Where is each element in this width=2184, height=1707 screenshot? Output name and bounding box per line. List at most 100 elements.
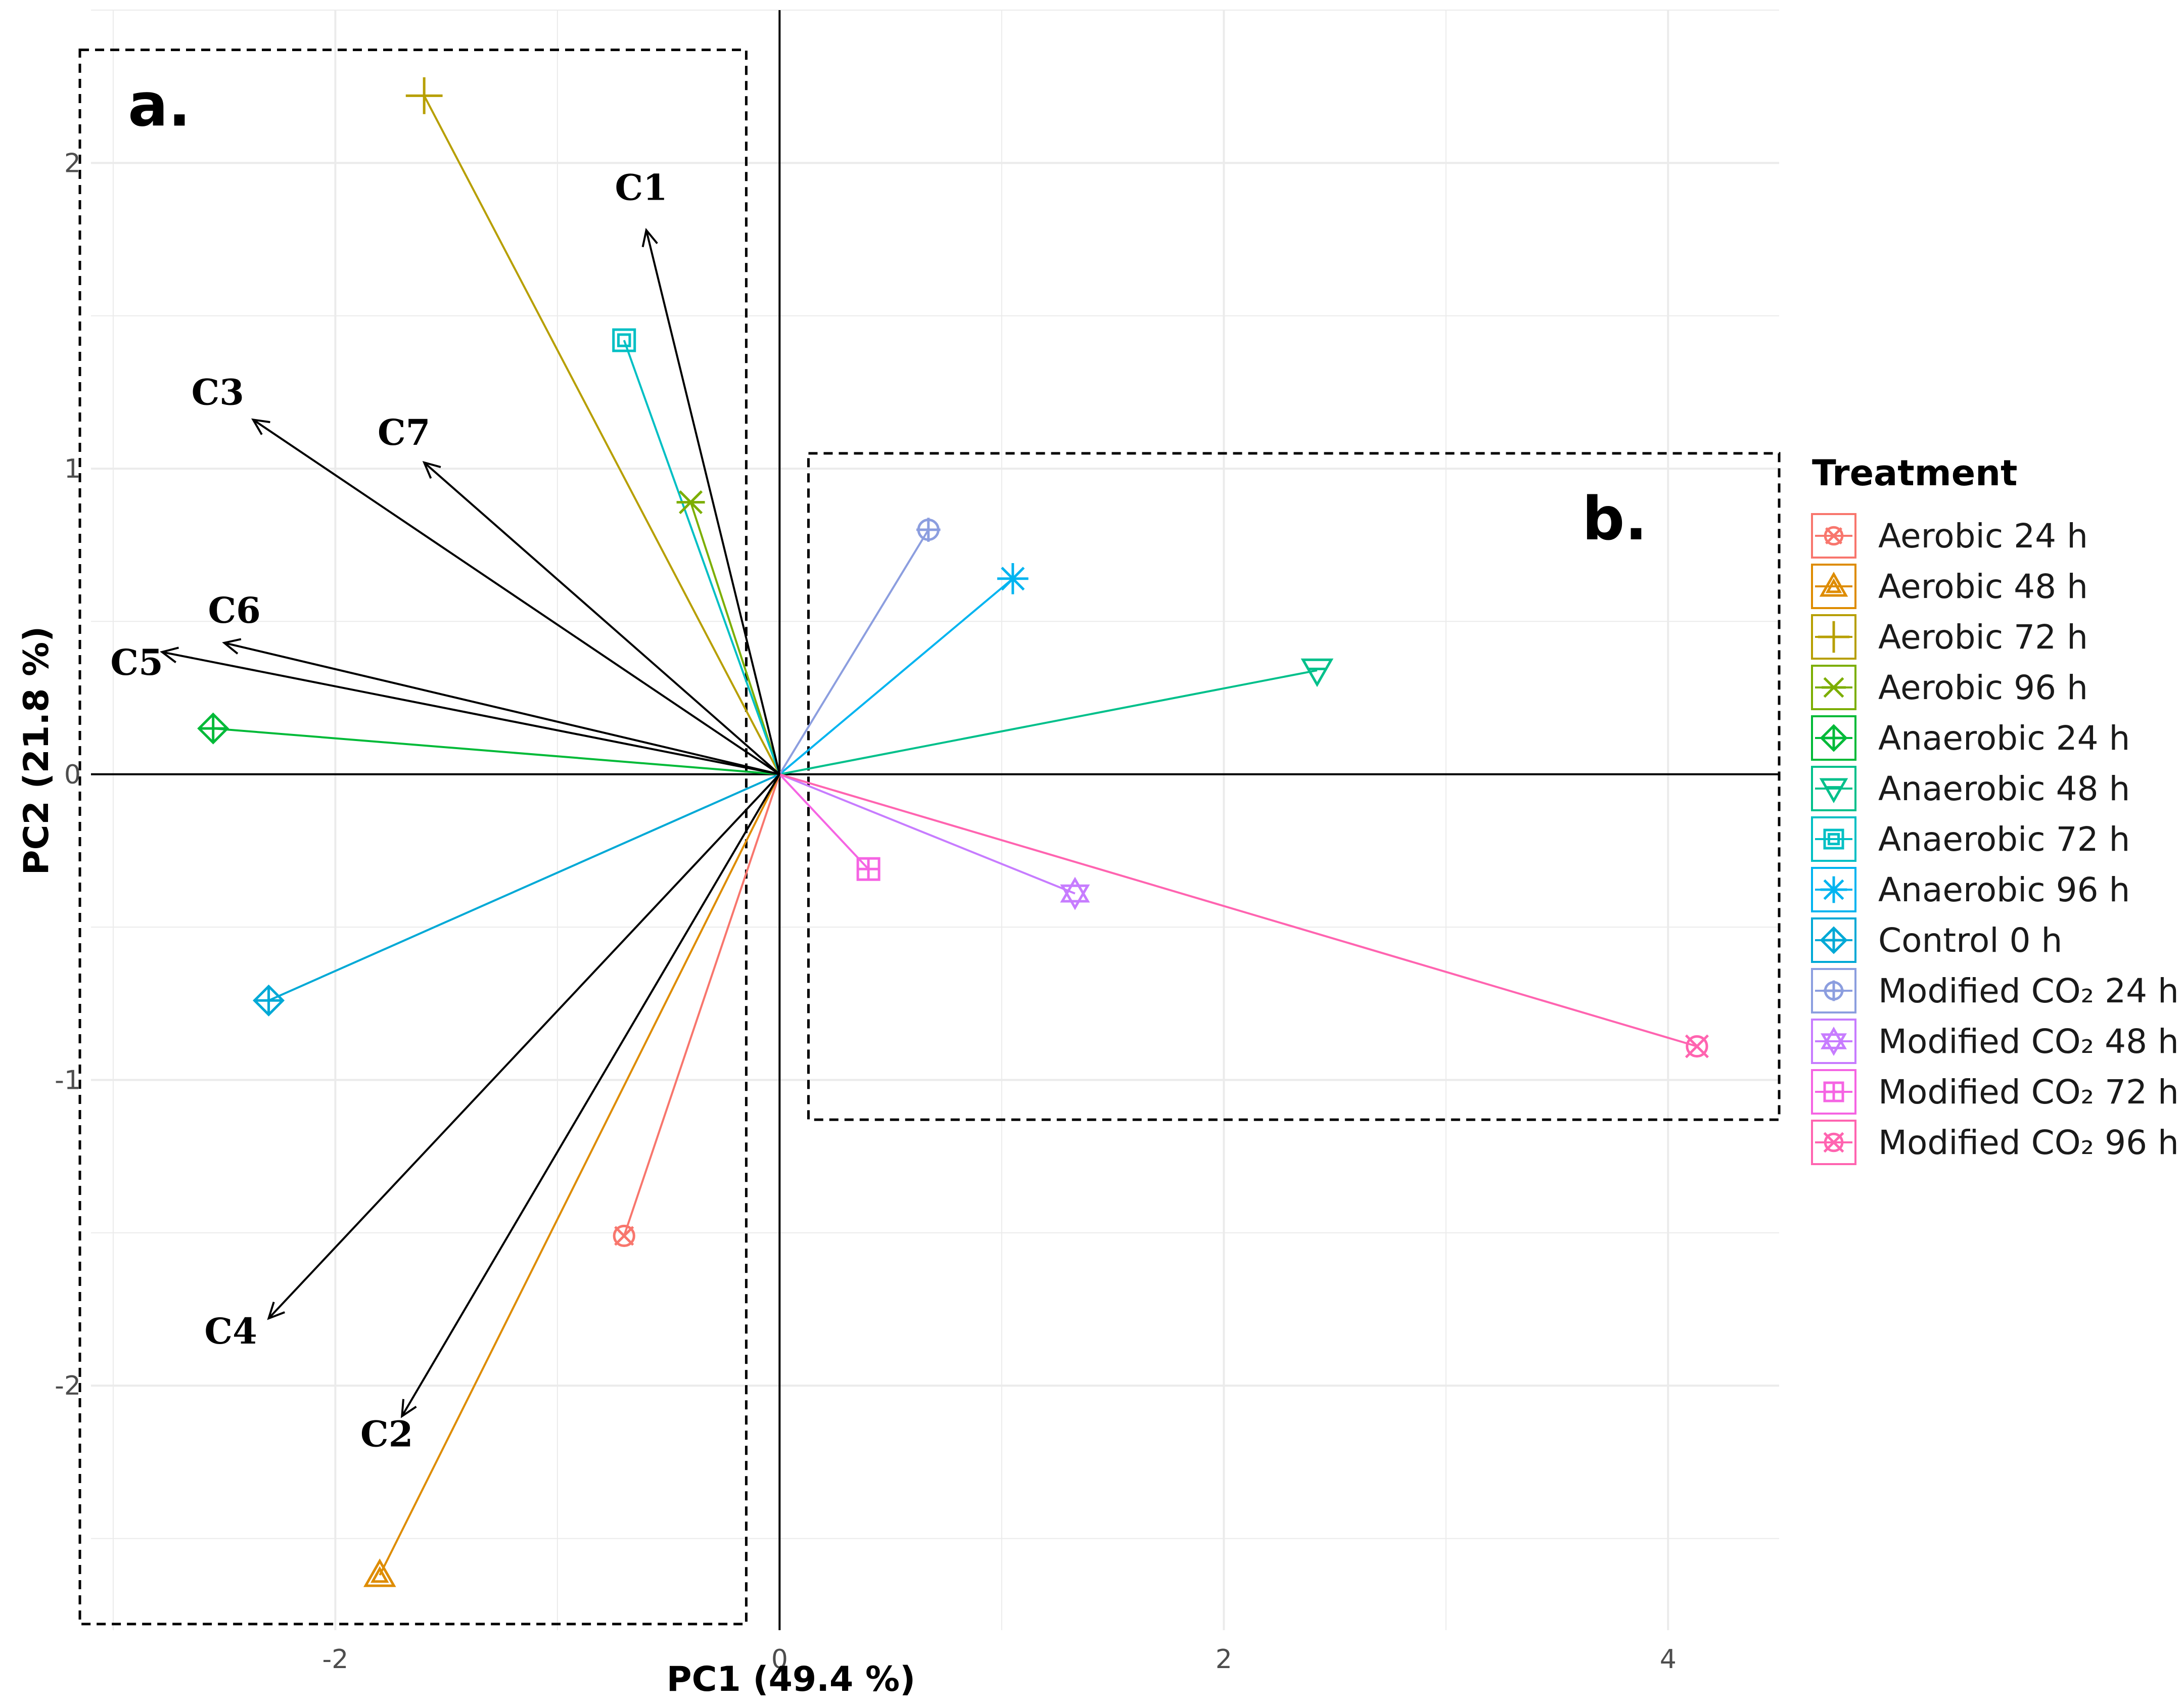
series-line <box>778 529 930 775</box>
legend-item: Anaerobic 24 h <box>1811 715 2130 761</box>
legend: Treatment Aerobic 24 h Aerobic 48 h Aerobi… <box>1811 452 2179 1165</box>
region-label: a. <box>128 70 191 140</box>
data-point <box>197 712 229 745</box>
legend-item: Aerobic 24 h <box>1811 513 2088 559</box>
vector-arrowhead <box>160 647 179 663</box>
legend-label: Modified CO₂ 72 h <box>1878 1073 2179 1112</box>
series-line <box>623 340 781 775</box>
region-label: b. <box>1582 484 1647 553</box>
legend-marker <box>1824 526 1844 546</box>
legend-label: Modified CO₂ 96 h <box>1878 1123 2179 1162</box>
legend-item: Aerobic 48 h <box>1811 564 2088 609</box>
legend-key <box>1811 867 1856 912</box>
legend-item: Modified CO₂ 72 h <box>1811 1069 2179 1115</box>
legend-label: Anaerobic 96 h <box>1878 870 2130 909</box>
data-point <box>363 1558 396 1587</box>
loading-vector <box>268 773 780 1319</box>
legend-marker <box>1823 980 1844 1001</box>
series-line <box>779 773 1076 895</box>
vector-label: C7 <box>378 411 430 453</box>
legend-key <box>1811 766 1856 811</box>
legend-marker <box>1820 876 1847 903</box>
series-line <box>779 669 1318 775</box>
tick-labels: -2 0 2 4 -2 -1 0 1 2 <box>55 148 1677 1675</box>
legend-marker <box>1822 677 1846 698</box>
legend-marker <box>1819 778 1848 804</box>
data-point <box>676 490 705 515</box>
series-line <box>623 774 781 1236</box>
data-point <box>856 857 880 881</box>
series-line <box>779 578 1014 775</box>
loading-vector <box>252 419 780 775</box>
data-point <box>405 77 443 114</box>
loading-vector <box>162 651 780 775</box>
loading-vector <box>645 229 781 775</box>
legend-label: Modified CO₂ 48 h <box>1878 1022 2179 1061</box>
legend-key <box>1811 968 1856 1013</box>
legend-key <box>1811 1069 1856 1115</box>
vector-arrowhead <box>400 1399 417 1418</box>
legend-label: Aerobic 96 h <box>1878 668 2088 707</box>
loading-vector <box>224 641 780 775</box>
legend-marker <box>1823 1132 1844 1153</box>
legend-item: Aerobic 72 h <box>1811 614 2088 660</box>
y-tick-label: -1 <box>55 1066 81 1096</box>
series-line <box>379 773 781 1576</box>
legend-label: Control 0 h <box>1878 921 2062 960</box>
legend-key <box>1811 1120 1856 1165</box>
legend-key <box>1811 715 1856 761</box>
x-tick-label: 4 <box>1660 1644 1677 1675</box>
series-lines <box>213 95 1697 1576</box>
y-tick-label: 1 <box>64 454 81 484</box>
legend-key <box>1811 614 1856 660</box>
legend-marker <box>1818 621 1850 653</box>
legend-item: Modified CO₂ 48 h <box>1811 1019 2179 1064</box>
x-tick-label: 2 <box>1216 1644 1232 1675</box>
legend-marker <box>1820 724 1848 752</box>
legend-key <box>1811 1019 1856 1064</box>
legend-item: Modified CO₂ 24 h <box>1811 968 2179 1013</box>
legend-marker <box>1821 1027 1847 1056</box>
data-point <box>612 328 636 352</box>
legend-item: Anaerobic 96 h <box>1811 867 2130 912</box>
legend-marker <box>1819 571 1848 597</box>
legend-marker <box>1823 1081 1844 1102</box>
x-tick-label: 0 <box>771 1644 788 1675</box>
legend-key <box>1811 564 1856 609</box>
vector-label: C3 <box>192 371 244 413</box>
data-point <box>1060 876 1090 910</box>
legend-item: Control 0 h <box>1811 917 2062 963</box>
legend-label: Modified CO₂ 24 h <box>1878 972 2179 1010</box>
series-line <box>423 95 781 775</box>
legend-label: Aerobic 24 h <box>1878 517 2088 556</box>
vector-label: C6 <box>208 589 260 631</box>
legend-marker <box>1823 828 1844 850</box>
series-line <box>779 773 1697 1047</box>
vector-arrowhead <box>641 227 658 248</box>
legend-key <box>1811 816 1856 862</box>
legend-label: Anaerobic 24 h <box>1878 719 2130 758</box>
loading-vector <box>423 462 780 775</box>
legend-label: Aerobic 72 h <box>1878 618 2088 657</box>
legend-item: Anaerobic 72 h <box>1811 816 2130 862</box>
data-point <box>1300 658 1334 687</box>
legend-item: Modified CO₂ 96 h <box>1811 1120 2179 1165</box>
series-line <box>778 773 869 870</box>
data-points <box>197 77 1709 1587</box>
data-point <box>916 518 941 542</box>
y-tick-label: 0 <box>64 760 81 790</box>
region-box <box>807 452 1781 1121</box>
loading-vectors: C1 C2 C3 C4 C5 C6 C7 <box>110 166 781 1455</box>
legend-key <box>1811 917 1856 963</box>
vector-label: C5 <box>110 641 163 683</box>
legend-label: Anaerobic 72 h <box>1878 820 2130 859</box>
series-line <box>213 727 780 775</box>
data-point <box>1685 1034 1709 1058</box>
y-axis-title: PC2 (21.8 %) <box>17 626 57 875</box>
vector-label: C4 <box>204 1310 257 1352</box>
legend-title: Treatment <box>1812 452 2017 494</box>
x-tick-label: -2 <box>322 1644 348 1675</box>
vector-arrowhead <box>222 638 242 655</box>
legend-marker <box>1820 926 1848 954</box>
